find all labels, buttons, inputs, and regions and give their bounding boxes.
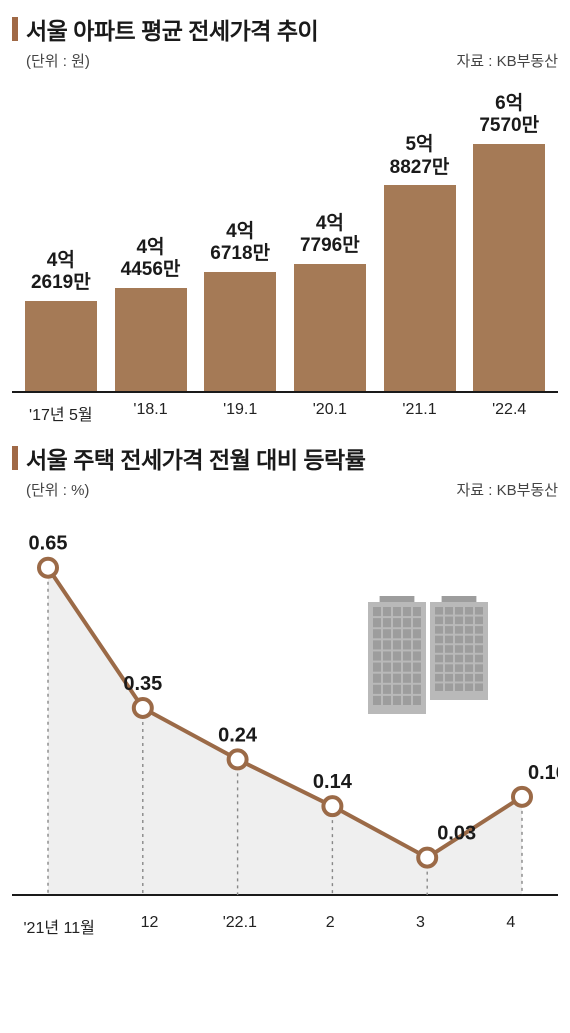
bar-column: 4억2619만 [16, 93, 106, 391]
bar-rect [294, 264, 366, 391]
bar-value-line1: 6억 [495, 93, 523, 114]
bar-xtick: '17년 5월 [16, 397, 106, 421]
line-title-row: 서울 주택 전세가격 전월 대비 등락률 [12, 441, 558, 475]
point-value-label: 0.24 [218, 724, 258, 746]
bar-title-row: 서울 아파트 평균 전세가격 추이 [12, 12, 558, 46]
line-chart-panel: 서울 주택 전세가격 전월 대비 등락률 (단위 : %) 자료 : KB부동산… [0, 429, 570, 948]
bar-rect [384, 185, 456, 391]
bar-chart-panel: 서울 아파트 평균 전세가격 추이 (단위 : 원) 자료 : KB부동산 4억… [0, 0, 570, 429]
title-marker-icon [12, 17, 18, 41]
title-marker-icon [12, 446, 18, 470]
line-xtick: 2 [285, 914, 375, 940]
bar-xtick: '19.1 [195, 397, 285, 421]
point-value-label: 0.65 [29, 533, 68, 555]
line-xtick: 4 [466, 914, 556, 940]
bar-xtick: '18.1 [106, 397, 196, 421]
bar-value-line1: 4억 [136, 237, 164, 258]
line-plot: 0.65 0.35 0.24 0.14 0.03 0.16 '21년 11월12'22.1… [12, 510, 558, 940]
line-svg: 0.65 0.35 0.24 0.14 0.03 0.16 [12, 510, 558, 940]
data-marker [134, 699, 152, 717]
bar-column: 4억6718만 [195, 93, 285, 391]
bar-value-line2: 4456만 [121, 259, 181, 280]
data-marker [39, 559, 57, 577]
point-value-label: 0.14 [313, 771, 353, 793]
bar-rect [115, 288, 187, 391]
bar-rect [204, 272, 276, 391]
bar-value-line1: 5억 [405, 134, 433, 155]
point-value-label: 0.35 [123, 673, 162, 695]
bar-value-label: 4억7796만 [300, 213, 360, 258]
data-marker [323, 797, 341, 815]
bar-value-line2: 6718만 [210, 243, 270, 264]
bar-source-label: 자료 : KB부동산 [456, 50, 558, 71]
bar-xtick: '22.4 [464, 397, 554, 421]
building-icon [368, 596, 426, 714]
bar-column: 4억4456만 [106, 93, 196, 391]
point-value-label: 0.16 [528, 762, 558, 784]
line-source-label: 자료 : KB부동산 [456, 479, 558, 500]
line-chart-title: 서울 주택 전세가격 전월 대비 등락률 [26, 441, 365, 475]
line-xtick: 12 [104, 914, 194, 940]
bar-value-label: 5억8827만 [390, 134, 450, 179]
bar-rect [25, 301, 97, 391]
buildings-icon [368, 596, 488, 714]
bar-column: 5억8827만 [375, 93, 465, 391]
bar-column: 6억7570만 [464, 93, 554, 391]
bar-sub-row: (단위 : 원) 자료 : KB부동산 [26, 50, 558, 71]
bar-value-label: 4억2619만 [31, 250, 91, 295]
line-xtick: '22.1 [195, 914, 285, 940]
building-icon [430, 596, 488, 700]
line-xtick: 3 [375, 914, 465, 940]
bar-xaxis: '17년 5월'18.1'19.1'20.1'21.1'22.4 [12, 397, 558, 421]
line-xtick: '21년 11월 [14, 914, 104, 940]
line-unit-label: (단위 : %) [26, 479, 89, 500]
bar-value-line1: 4억 [226, 221, 254, 242]
bar-value-line1: 4억 [316, 213, 344, 234]
bar-plot: 4억2619만4억4456만4억6718만4억7796만5억8827만6억757… [12, 81, 558, 421]
bar-xtick: '21.1 [375, 397, 465, 421]
data-marker [513, 788, 531, 806]
line-sub-row: (단위 : %) 자료 : KB부동산 [26, 479, 558, 500]
bar-value-line2: 7570만 [479, 115, 539, 136]
bar-unit-label: (단위 : 원) [26, 50, 90, 71]
bar-value-label: 6억7570만 [479, 93, 539, 138]
bar-column: 4억7796만 [285, 93, 375, 391]
bar-area: 4억2619만4억4456만4억6718만4억7796만5억8827만6억757… [12, 93, 558, 393]
bar-rect [473, 144, 545, 391]
bar-value-line2: 7796만 [300, 235, 360, 256]
data-marker [229, 750, 247, 768]
bar-chart-title: 서울 아파트 평균 전세가격 추이 [26, 12, 318, 46]
point-value-label: 0.03 [437, 823, 476, 845]
bar-value-line2: 2619만 [31, 272, 91, 293]
bar-xtick: '20.1 [285, 397, 375, 421]
data-marker [418, 849, 436, 867]
line-xaxis: '21년 11월12'22.1234 [12, 914, 558, 940]
bar-value-label: 4억6718만 [210, 221, 270, 266]
bar-value-line1: 4억 [47, 250, 75, 271]
bar-value-label: 4억4456만 [121, 237, 181, 282]
bar-value-line2: 8827만 [390, 157, 450, 178]
